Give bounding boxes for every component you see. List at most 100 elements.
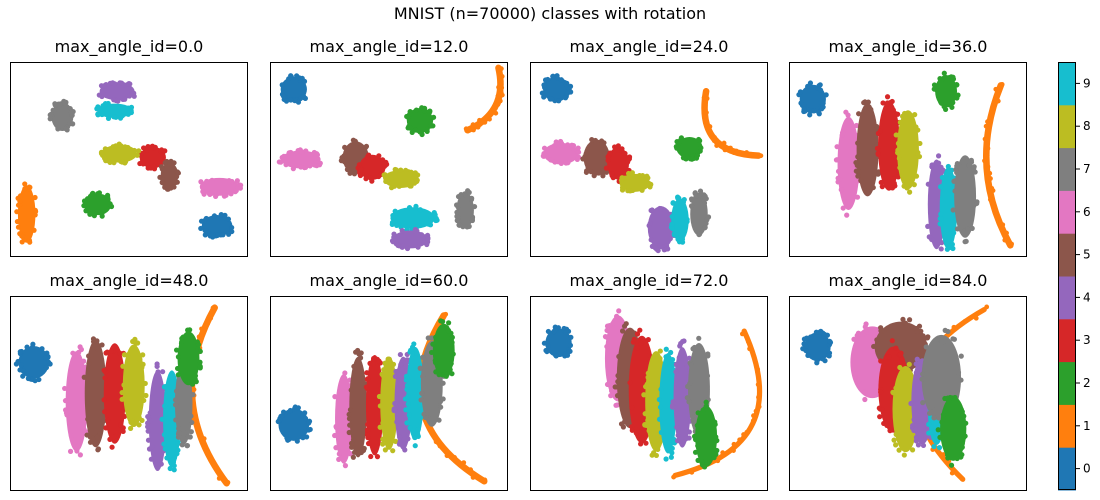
data-point bbox=[301, 78, 308, 84]
data-point bbox=[669, 225, 675, 232]
data-point bbox=[42, 354, 49, 361]
data-point bbox=[173, 402, 179, 408]
cluster-2 bbox=[691, 399, 720, 470]
data-point bbox=[880, 100, 886, 106]
data-point bbox=[164, 183, 170, 189]
data-point bbox=[436, 417, 442, 423]
data-point bbox=[99, 93, 105, 100]
data-point bbox=[985, 145, 991, 151]
data-point bbox=[162, 403, 168, 409]
data-point bbox=[944, 452, 951, 458]
data-point bbox=[657, 404, 664, 410]
data-point bbox=[645, 337, 651, 343]
data-point bbox=[136, 148, 142, 154]
data-point bbox=[398, 361, 404, 368]
data-point bbox=[14, 209, 20, 215]
data-point bbox=[946, 168, 952, 174]
data-point bbox=[105, 417, 111, 423]
data-point bbox=[613, 384, 620, 390]
data-point bbox=[691, 344, 698, 351]
data-point bbox=[365, 421, 371, 428]
data-point bbox=[942, 395, 948, 402]
data-point bbox=[886, 354, 892, 360]
data-point bbox=[870, 184, 876, 191]
data-point bbox=[78, 346, 85, 353]
cluster-2 bbox=[404, 105, 437, 138]
data-point bbox=[222, 214, 228, 221]
data-point bbox=[158, 461, 164, 467]
data-point bbox=[347, 170, 353, 176]
data-point bbox=[470, 122, 476, 128]
cluster-core bbox=[659, 353, 677, 454]
data-point bbox=[656, 416, 663, 422]
colorbar-segment bbox=[1058, 104, 1076, 149]
data-point bbox=[987, 197, 993, 202]
data-point bbox=[688, 203, 695, 209]
data-point bbox=[1000, 222, 1006, 228]
panel-title: max_angle_id=12.0 bbox=[310, 37, 469, 57]
data-point bbox=[99, 342, 105, 348]
data-point bbox=[671, 232, 677, 238]
data-point bbox=[743, 152, 749, 158]
data-point bbox=[399, 244, 405, 250]
data-point bbox=[696, 136, 702, 143]
data-point bbox=[701, 464, 708, 470]
data-point bbox=[747, 346, 752, 352]
data-point bbox=[299, 149, 305, 155]
data-point bbox=[433, 217, 439, 224]
data-point bbox=[913, 361, 919, 367]
data-point bbox=[87, 439, 94, 445]
data-point bbox=[136, 422, 142, 428]
data-point bbox=[820, 100, 826, 106]
data-point bbox=[994, 214, 1000, 220]
data-point bbox=[958, 406, 964, 413]
data-point bbox=[941, 70, 947, 76]
data-point bbox=[707, 129, 713, 135]
data-point bbox=[25, 375, 31, 382]
data-point bbox=[197, 363, 203, 370]
data-point bbox=[878, 389, 884, 395]
data-point bbox=[145, 413, 151, 420]
data-point bbox=[614, 393, 621, 399]
data-point bbox=[366, 152, 372, 158]
data-point bbox=[30, 341, 36, 347]
data-point bbox=[468, 467, 474, 473]
data-point bbox=[656, 396, 662, 403]
data-point bbox=[413, 203, 419, 209]
data-point bbox=[669, 445, 675, 451]
data-point bbox=[655, 446, 661, 453]
data-point bbox=[991, 100, 997, 106]
cluster-9 bbox=[94, 100, 135, 121]
data-point bbox=[934, 337, 940, 343]
data-point bbox=[140, 361, 146, 367]
colorbar-segment bbox=[1058, 447, 1076, 491]
data-point bbox=[935, 153, 942, 159]
data-point bbox=[567, 342, 574, 348]
cluster-4 bbox=[96, 80, 137, 104]
data-point bbox=[993, 86, 999, 92]
data-point bbox=[874, 145, 881, 152]
data-point bbox=[658, 386, 664, 392]
data-point bbox=[668, 454, 674, 460]
data-point bbox=[426, 109, 433, 115]
data-point bbox=[90, 435, 96, 442]
data-point bbox=[351, 171, 358, 177]
data-point bbox=[175, 434, 182, 440]
data-point bbox=[154, 373, 160, 380]
data-point bbox=[858, 177, 864, 184]
data-point bbox=[890, 176, 896, 182]
data-point bbox=[548, 157, 554, 163]
data-point bbox=[839, 132, 846, 138]
data-point bbox=[892, 110, 898, 117]
cluster-8 bbox=[893, 110, 923, 195]
data-point bbox=[162, 446, 168, 452]
data-point bbox=[845, 199, 851, 205]
data-point bbox=[342, 144, 348, 151]
data-point bbox=[74, 448, 80, 454]
data-point bbox=[898, 442, 905, 448]
data-point bbox=[140, 160, 146, 166]
data-point bbox=[938, 215, 944, 221]
data-point bbox=[104, 192, 111, 198]
data-point bbox=[121, 352, 128, 358]
data-point bbox=[403, 167, 409, 173]
